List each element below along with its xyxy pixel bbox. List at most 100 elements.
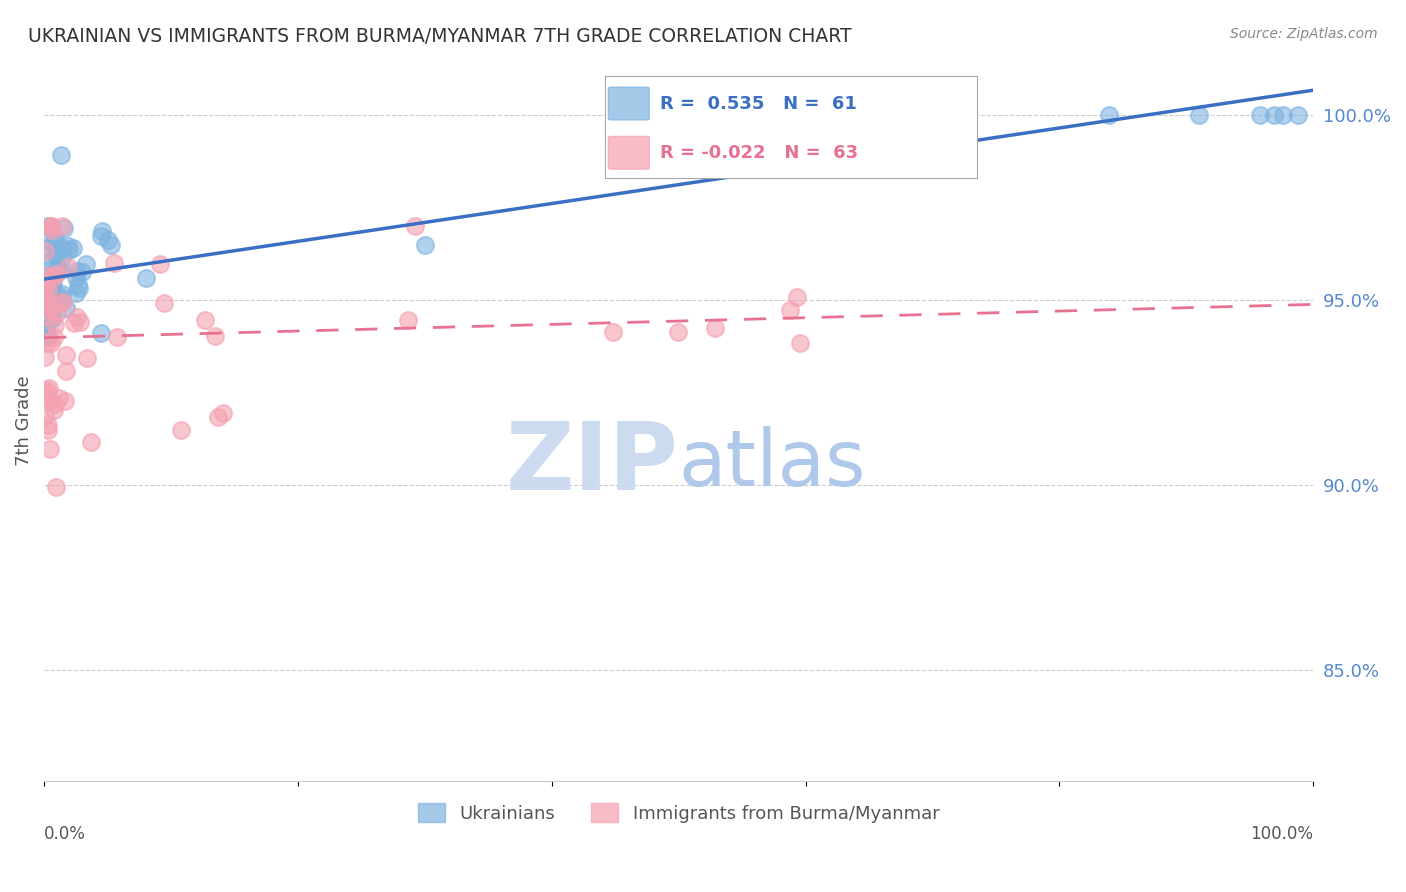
Point [105,330,128,344]
Point [51,287,73,301]
Point [44,229,66,244]
Point [779,303,801,318]
Point [41,223,63,237]
Point [52,295,75,310]
Point [65,286,87,301]
Point [704,321,727,335]
Point [63,316,86,330]
Text: Source: ZipAtlas.com: Source: ZipAtlas.com [1230,27,1378,41]
Point [35,329,58,343]
Point [49,296,72,310]
Point [1286,108,1309,122]
Point [44,269,66,284]
Point [51,147,73,161]
Point [90,224,112,238]
Point [396,313,419,327]
Point [35,256,58,270]
Point [894,108,917,122]
Point [41,281,63,295]
Point [34,316,56,330]
Point [44,318,66,332]
Point [55,348,77,362]
Point [39,272,62,286]
Point [35,383,58,397]
Legend: Ukrainians, Immigrants from Burma/Myanmar: Ukrainians, Immigrants from Burma/Myanma… [411,796,946,830]
Point [1249,108,1271,122]
Point [38,381,60,395]
Point [37,219,59,233]
Point [34,409,56,424]
Point [34,350,56,364]
Point [149,257,172,271]
Point [786,290,808,304]
Point [1188,108,1211,122]
Point [38,310,60,324]
Point [69,315,91,329]
Text: R =  0.535   N =  61: R = 0.535 N = 61 [661,95,858,112]
Point [135,270,157,285]
Point [37,418,59,433]
Point [37,277,59,291]
Point [34,244,56,259]
Point [35,335,58,350]
Text: R = -0.022   N =  63: R = -0.022 N = 63 [661,144,859,161]
Point [39,312,62,326]
Point [35,300,58,314]
Text: UKRAINIAN VS IMMIGRANTS FROM BURMA/MYANMAR 7TH GRADE CORRELATION CHART: UKRAINIAN VS IMMIGRANTS FROM BURMA/MYANM… [28,27,852,45]
Point [44,396,66,410]
Point [72,264,94,278]
Point [1098,108,1121,122]
Point [67,277,90,292]
Text: ZIP: ZIP [506,417,679,509]
Point [100,238,122,252]
Point [413,238,436,252]
Point [34,281,56,295]
Point [37,301,59,316]
Point [90,228,112,243]
Point [76,351,98,365]
Point [45,237,67,252]
Point [39,280,62,294]
Point [39,307,62,321]
Point [37,423,59,437]
Point [52,221,75,235]
Point [51,241,73,255]
Point [35,269,58,284]
Point [34,309,56,323]
Point [56,238,79,252]
Point [46,260,69,275]
Point [46,288,69,302]
Point [53,393,76,408]
Point [55,301,77,315]
Text: 0.0%: 0.0% [44,825,86,844]
Point [75,257,97,271]
Point [55,364,77,378]
Point [37,330,59,344]
Point [51,292,73,306]
Point [37,307,59,321]
Point [44,245,66,260]
Point [39,219,62,233]
FancyBboxPatch shape [609,136,650,169]
Point [404,219,426,233]
Point [34,277,56,292]
Text: atlas: atlas [679,425,866,501]
Point [37,295,59,310]
Point [58,260,80,275]
Point [39,219,62,233]
Point [207,409,229,424]
Point [45,268,67,282]
Point [66,310,89,325]
Point [46,305,69,319]
Point [51,219,73,233]
Point [817,108,839,122]
Point [42,277,65,291]
Point [211,406,233,420]
Point [97,233,120,247]
Point [169,423,191,437]
Point [38,297,60,311]
Point [58,243,80,257]
Point [44,329,66,343]
Point [34,326,56,341]
Point [35,386,58,401]
